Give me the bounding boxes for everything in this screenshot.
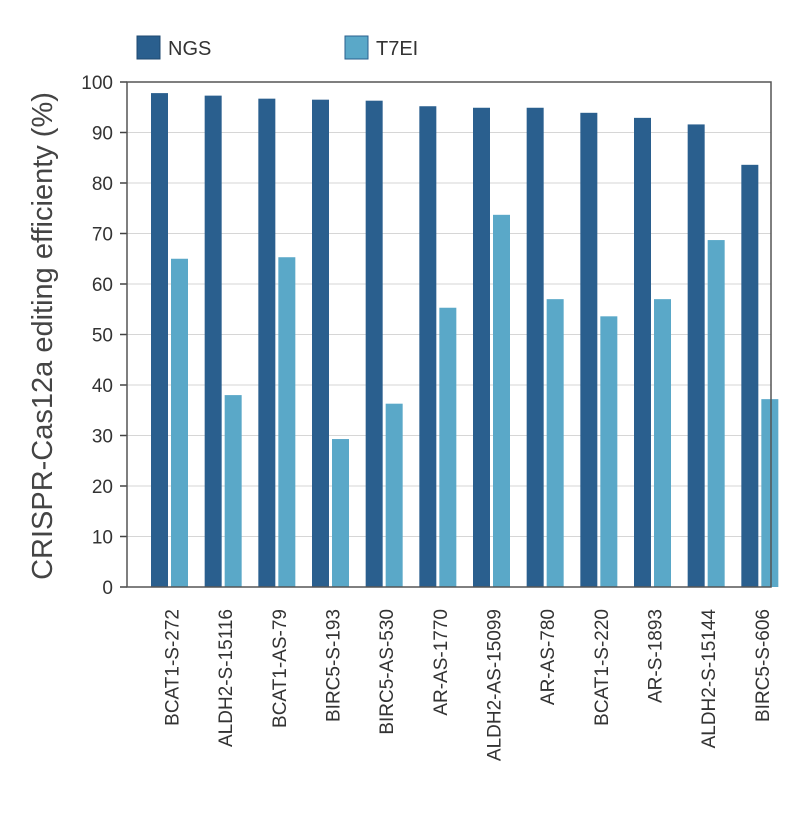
bar-ngs-aldh2-s-15116 xyxy=(204,95,222,587)
legend-swatch-ngs xyxy=(136,35,161,60)
y-tick-label: 60 xyxy=(92,275,113,296)
y-tick-label: 100 xyxy=(81,73,113,94)
x-tick-label: BCAT1-S-220 xyxy=(592,609,613,726)
bar-ngs-ar-s-1893 xyxy=(634,117,651,587)
y-tick-label: 70 xyxy=(92,225,113,246)
bar-ngs-bcat1-s-272 xyxy=(151,93,168,588)
bar-t7ei-ar-as-1770 xyxy=(439,307,457,587)
bar-ngs-aldh2-s-15144 xyxy=(687,124,705,588)
y-tick-label: 50 xyxy=(92,326,113,347)
bar-ngs-bcat1-as-79 xyxy=(258,98,276,587)
y-tick-label: 40 xyxy=(92,376,113,397)
x-tick-label: ALDH2-S-15144 xyxy=(699,609,720,749)
bar-t7ei-bcat1-s-220 xyxy=(600,316,618,587)
bar-ngs-birc5-s-606 xyxy=(741,164,759,587)
bar-t7ei-bcat1-s-272 xyxy=(171,258,188,587)
x-tick-label: BCAT1-S-272 xyxy=(163,609,184,726)
plot-frame xyxy=(126,81,772,588)
y-tick-label: 80 xyxy=(92,174,113,195)
bar-t7ei-bcat1-as-79 xyxy=(278,257,296,587)
bar-t7ei-birc5-s-193 xyxy=(332,439,349,587)
bar-ngs-birc5-s-193 xyxy=(312,99,329,588)
y-tick-label: 30 xyxy=(92,427,113,448)
bar-t7ei-aldh2-s-15144 xyxy=(707,240,725,587)
bars xyxy=(151,93,779,588)
y-tick-label: 0 xyxy=(102,578,113,599)
bar-ngs-ar-as-780 xyxy=(526,107,544,587)
y-tick-label: 10 xyxy=(92,528,113,549)
x-tick-label: ALDH2-AS-15099 xyxy=(485,609,506,761)
axes: 0 10 20 30 40 50 60 70 80 90 100 BCAT1-S-272 ALDH2-S… xyxy=(81,73,774,761)
x-tick-label: BCAT1-AS-79 xyxy=(270,609,291,728)
bar-ngs-aldh2-as-15099 xyxy=(473,107,490,587)
y-axis-title: CRISPR-Cas12a editing efficienty (%) xyxy=(27,92,59,580)
legend: NGS T7EI xyxy=(136,35,418,60)
bar-t7ei-aldh2-as-15099 xyxy=(493,214,510,587)
bar-ngs-ar-as-1770 xyxy=(419,106,437,588)
x-tick-label: AR-AS-1770 xyxy=(431,609,452,716)
x-tick-label: BIRC5-AS-530 xyxy=(377,609,398,735)
y-tick-label: 20 xyxy=(92,477,113,498)
bar-t7ei-aldh2-s-15116 xyxy=(224,395,242,587)
x-tick-label: AR-AS-780 xyxy=(538,609,559,705)
bar-t7ei-ar-as-780 xyxy=(546,299,564,587)
bar-ngs-bcat1-s-220 xyxy=(580,112,598,588)
x-tick-label: BIRC5-S-193 xyxy=(324,609,345,722)
legend-label-ngs: NGS xyxy=(168,38,211,60)
bar-t7ei-ar-s-1893 xyxy=(654,299,671,587)
legend-label-t7ei: T7EI xyxy=(376,38,418,60)
y-tick-label: 90 xyxy=(92,124,113,145)
x-tick-label: AR-S-1893 xyxy=(646,609,667,703)
x-tick-label: ALDH2-S-15116 xyxy=(216,609,237,747)
legend-swatch-t7ei xyxy=(344,35,369,60)
bar-t7ei-birc5-s-606 xyxy=(761,399,779,587)
x-tick-label: BIRC5-S-606 xyxy=(753,609,774,722)
bar-ngs-birc5-as-530 xyxy=(365,100,383,587)
bar-t7ei-birc5-as-530 xyxy=(385,403,403,587)
